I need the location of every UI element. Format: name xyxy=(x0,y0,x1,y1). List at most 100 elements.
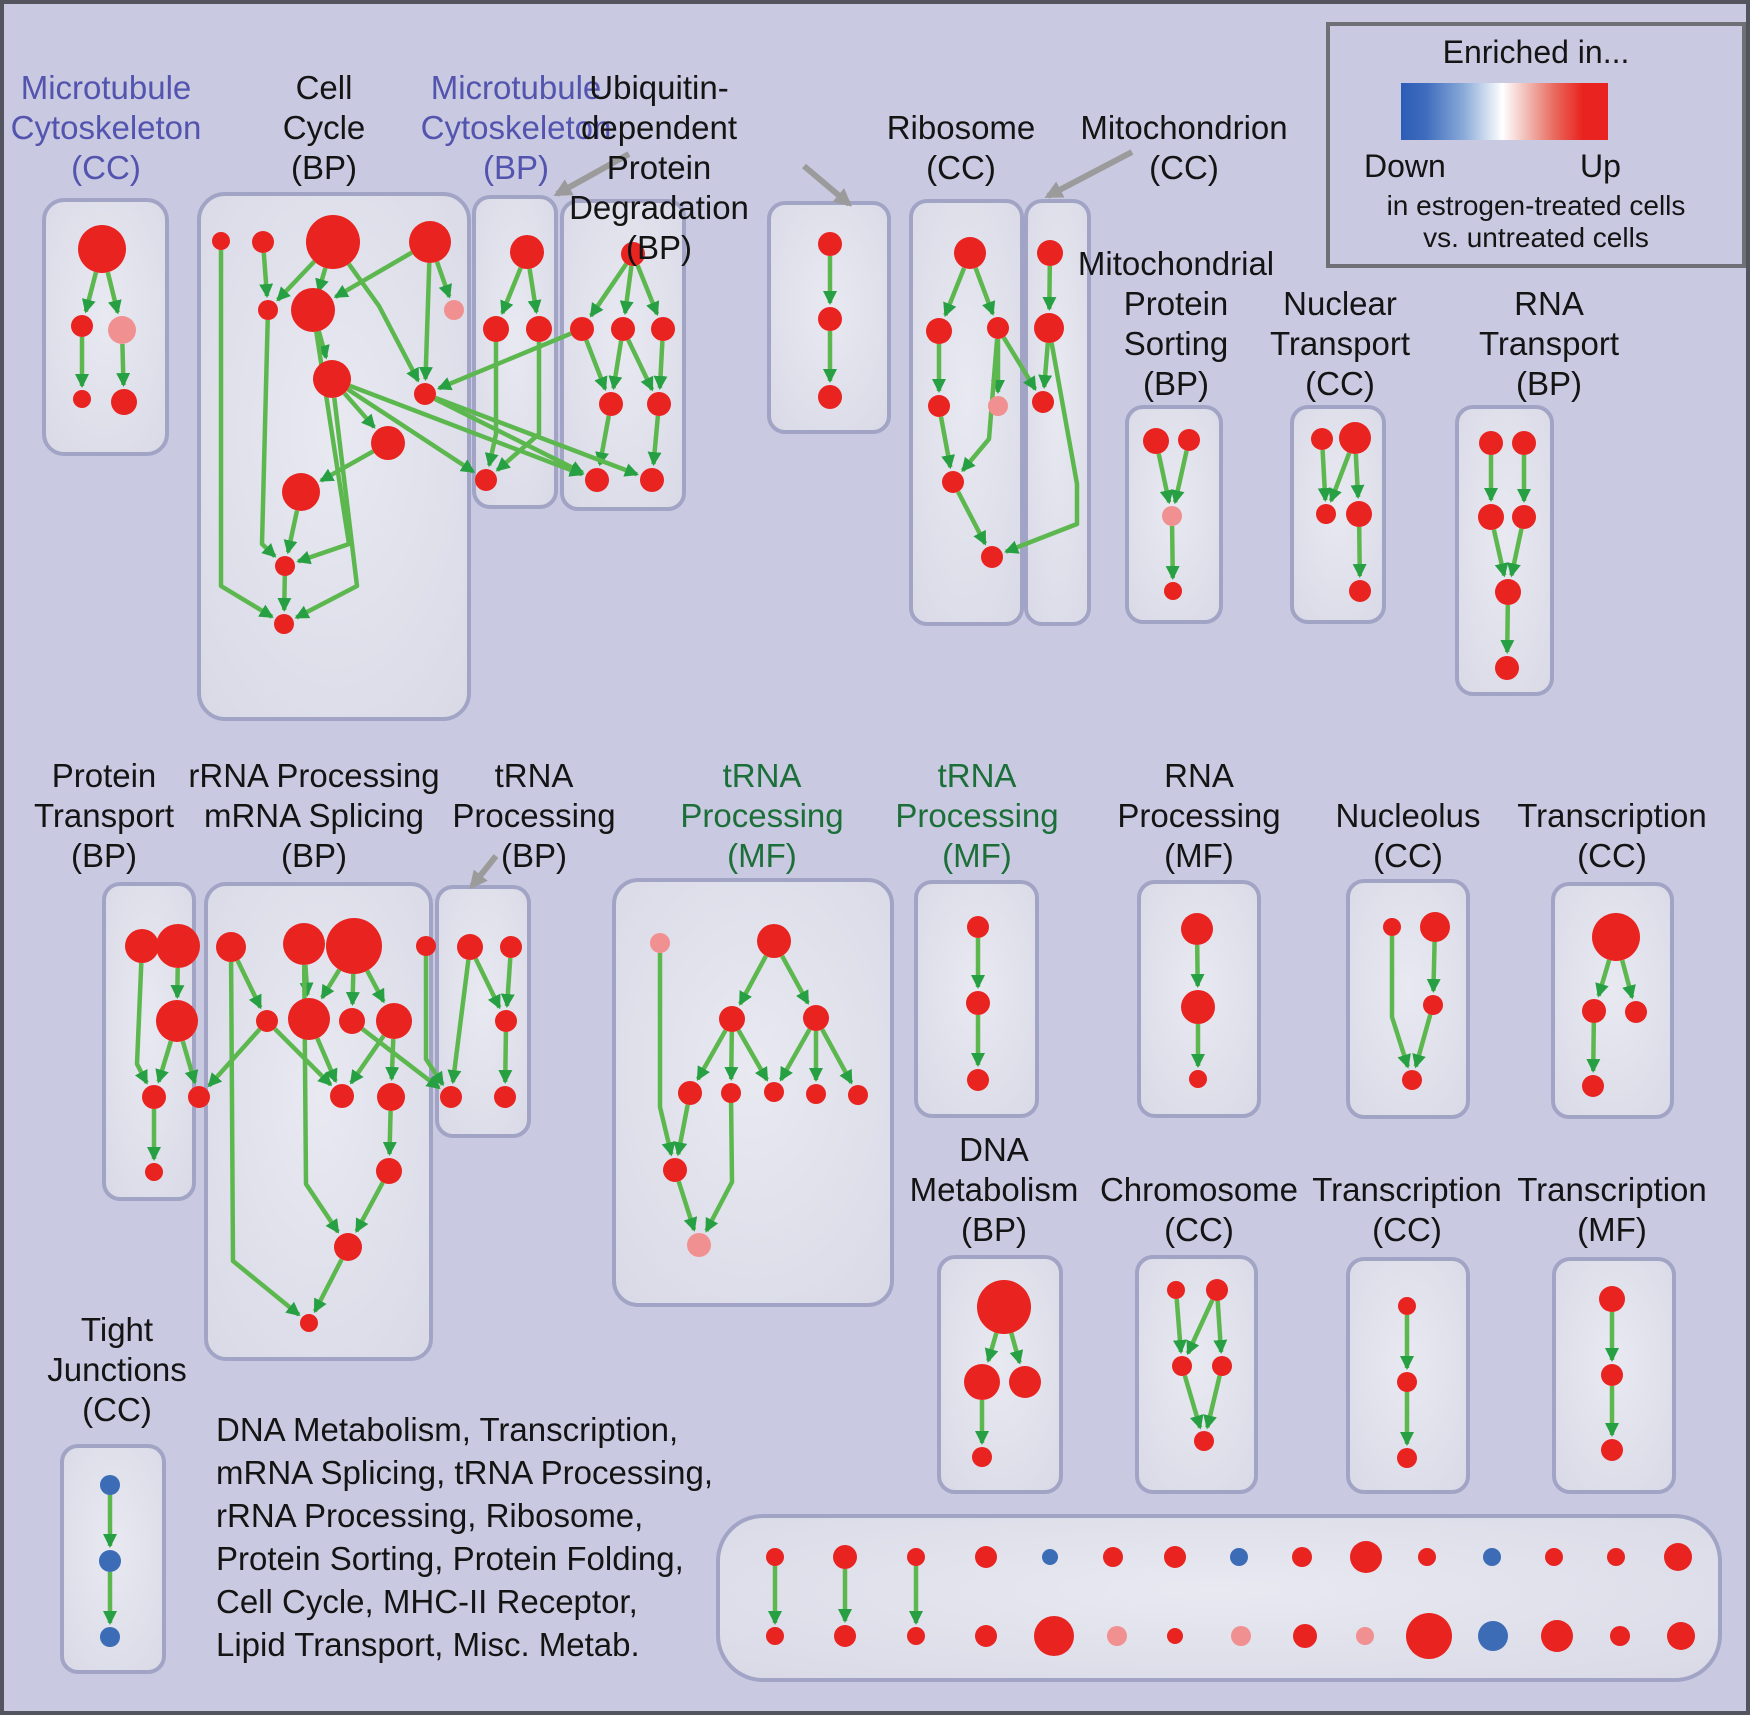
edge-arrow xyxy=(207,1027,262,1088)
network-canvas xyxy=(42,149,1722,1682)
go-term-node xyxy=(1178,429,1200,451)
go-term-node xyxy=(719,1006,745,1032)
go-term-node xyxy=(1167,1628,1183,1644)
label-rrna-processing-mrna-splicing-bp: rRNA Processing mRNA Splicing (BP) xyxy=(188,757,440,874)
go-term-node xyxy=(1582,1075,1604,1097)
go-term-node xyxy=(414,383,436,405)
go-term-node xyxy=(650,933,670,953)
go-term-node xyxy=(988,396,1008,416)
edge-arrow xyxy=(778,1028,812,1082)
edge-arrow xyxy=(647,415,662,467)
edge-arrow xyxy=(312,1258,344,1314)
label-rna-transport-bp: RNA Transport (BP) xyxy=(1479,285,1619,402)
go-term-node xyxy=(1592,913,1640,961)
go-term-node xyxy=(283,923,325,965)
go-term-node xyxy=(1164,582,1182,600)
go-term-node xyxy=(145,1163,163,1181)
go-term-node xyxy=(440,1086,462,1108)
go-term-node xyxy=(1479,431,1503,455)
edge-arrow xyxy=(1426,941,1441,993)
label-pointer-arrow xyxy=(1044,149,1134,199)
go-term-node xyxy=(611,317,635,341)
go-term-node xyxy=(306,215,360,269)
go-term-node xyxy=(1181,990,1215,1024)
edge-arrow xyxy=(589,262,629,318)
go-term-node xyxy=(987,317,1009,339)
go-term-node xyxy=(282,473,320,511)
go-term-node xyxy=(907,1548,925,1566)
go-term-node xyxy=(1311,428,1333,450)
cluster-box-transcription-cc-mid xyxy=(1551,882,1674,1119)
go-term-node xyxy=(1103,1547,1123,1567)
go-term-node xyxy=(967,916,989,938)
edge-arrow xyxy=(1170,450,1189,505)
edge-arrow xyxy=(1172,1298,1187,1354)
go-term-node xyxy=(721,1083,741,1103)
go-term-node xyxy=(966,991,990,1015)
legend-title: Enriched in... xyxy=(1442,34,1630,70)
edge-arrow xyxy=(973,267,996,316)
edge-arrow xyxy=(1185,1299,1215,1356)
go-term-node xyxy=(926,318,952,344)
edge-arrow xyxy=(437,331,572,391)
go-term-node xyxy=(1189,1070,1207,1088)
edge-arrow xyxy=(345,973,360,1006)
edge-arrow xyxy=(1165,525,1180,580)
go-term-node xyxy=(258,300,278,320)
edge-arrow xyxy=(346,387,476,474)
go-term-node xyxy=(1402,1070,1422,1090)
label-trna-processing-mf-1: tRNA Processing (MF) xyxy=(680,757,844,874)
edge-arrow xyxy=(319,449,375,483)
go-term-node xyxy=(640,468,664,492)
go-term-node xyxy=(977,1280,1031,1334)
go-term-node xyxy=(483,316,509,342)
go-term-node xyxy=(981,546,1003,568)
edge-arrow xyxy=(498,1031,513,1084)
go-term-node xyxy=(1172,1356,1192,1376)
go-term-node xyxy=(1230,1548,1248,1566)
go-term-node xyxy=(1037,240,1063,266)
edge-arrow xyxy=(1328,452,1352,503)
label-rna-processing-mf: RNA Processing (MF) xyxy=(1117,757,1281,874)
go-term-node xyxy=(1406,1613,1452,1659)
edge-arrow xyxy=(608,340,624,391)
go-term-node xyxy=(1339,422,1371,454)
go-term-node xyxy=(766,1627,784,1645)
edge-arrow xyxy=(1213,1300,1228,1354)
go-term-node xyxy=(326,918,382,974)
label-nuclear-transport-cc: Nuclear Transport (CC) xyxy=(1270,285,1410,402)
go-term-node xyxy=(156,924,200,968)
go-term-node xyxy=(621,242,645,266)
edge-arrow xyxy=(346,262,421,383)
edge-arrow xyxy=(738,954,768,1006)
label-trna-processing-mf-2: tRNA Processing (MF) xyxy=(895,757,1059,874)
go-term-node xyxy=(1350,1541,1382,1573)
go-term-node xyxy=(188,1086,210,1108)
edge-arrow xyxy=(736,1029,769,1082)
label-cell-cycle-bp: Cell Cycle (BP) xyxy=(282,69,366,186)
go-term-node xyxy=(1231,1626,1251,1646)
go-term-node xyxy=(78,225,126,273)
label-nucleolus-cc: Nucleolus (CC) xyxy=(1335,797,1481,874)
label-ubiquitin-degradation-bp: Ubiquitin- dependent Protein Degradation… xyxy=(569,69,749,266)
go-term-node xyxy=(1545,1548,1563,1566)
legend: Enriched in... Down Up in estrogen-treat… xyxy=(1326,22,1746,268)
go-term-node xyxy=(1495,656,1519,680)
edge-arrow xyxy=(1491,529,1509,578)
edge-arrow xyxy=(82,271,99,314)
go-term-node xyxy=(964,1364,1000,1400)
go-term-node xyxy=(1356,1627,1374,1645)
edge-arrow xyxy=(780,954,810,1005)
go-term-node xyxy=(833,1545,857,1569)
edge-arrow xyxy=(1595,959,1612,998)
edge-arrow xyxy=(294,397,360,620)
go-term-node xyxy=(766,1548,784,1566)
edge-arrow xyxy=(495,342,542,472)
go-term-node xyxy=(1143,428,1169,454)
go-term-node xyxy=(818,385,842,409)
edge-arrow xyxy=(1001,336,1038,391)
go-term-node xyxy=(928,395,950,417)
edge-arrow xyxy=(635,264,660,316)
go-term-node xyxy=(1316,504,1336,524)
legend-up-label: Up xyxy=(1580,148,1621,184)
